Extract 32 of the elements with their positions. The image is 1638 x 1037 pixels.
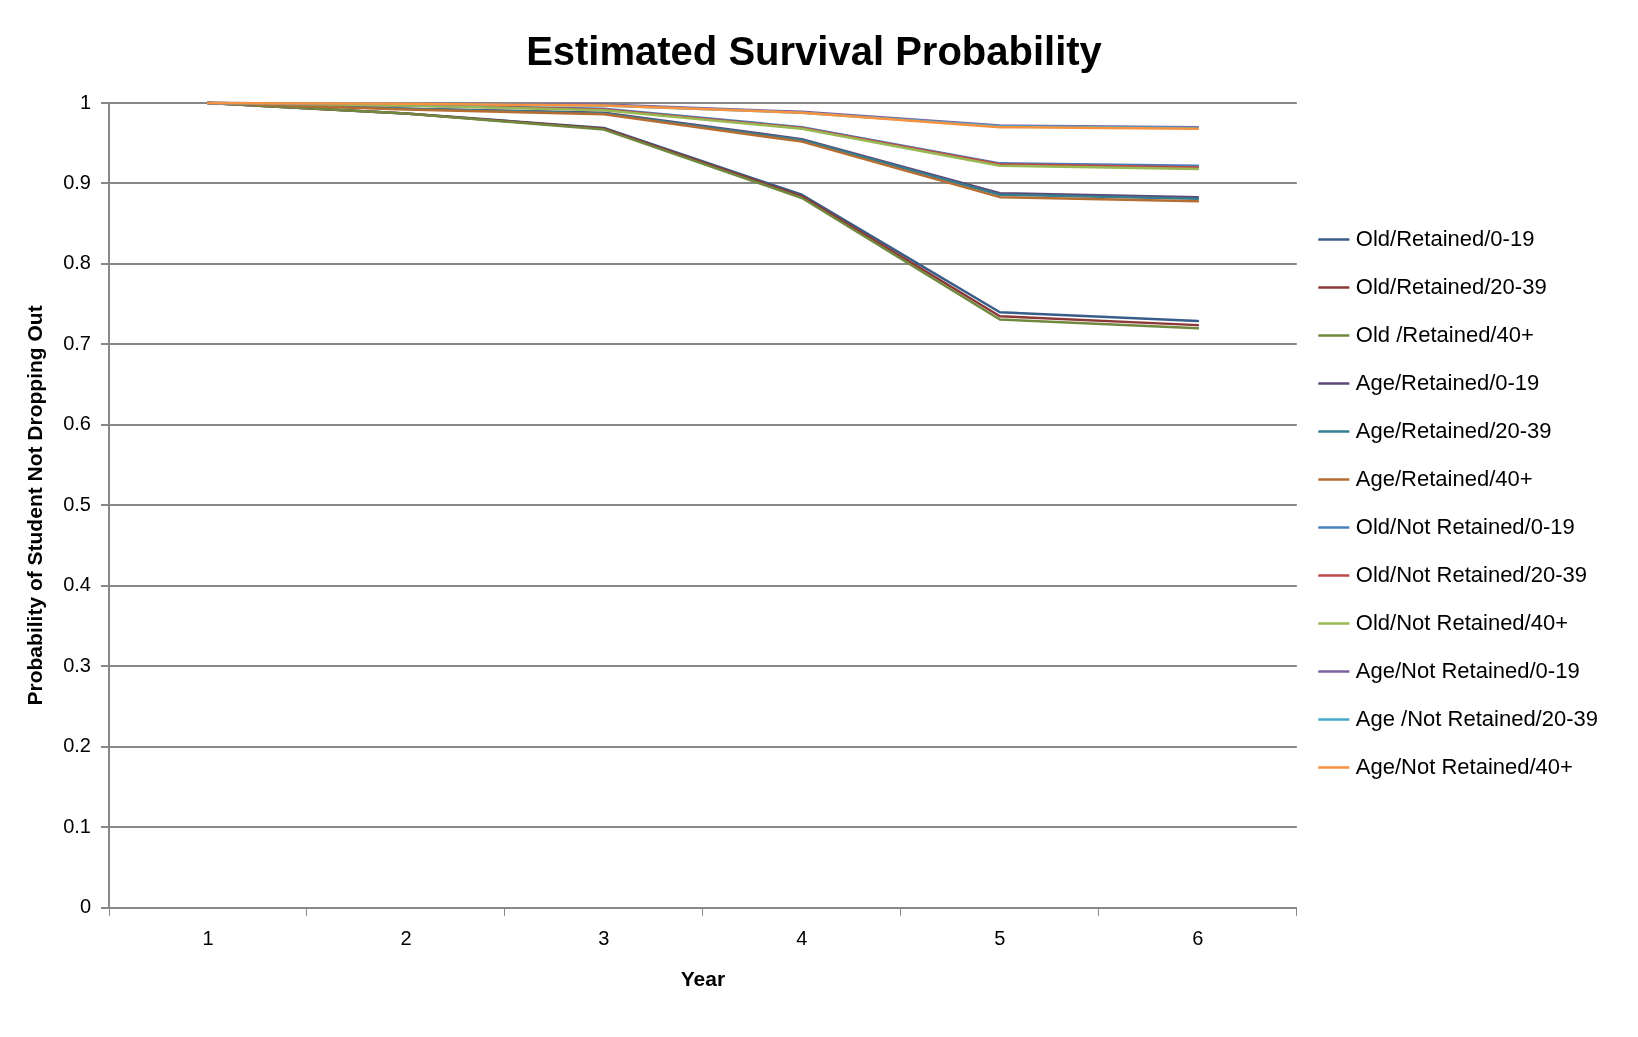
x-tick-label: 3 [598, 927, 610, 950]
legend-label: Old/Not Retained/0-19 [1355, 513, 1575, 539]
y-axis-title: Probability of Student Not Dropping Out [23, 305, 47, 706]
x-tick-label: 4 [796, 927, 808, 950]
legend-label: Age /Not Retained/20-39 [1355, 705, 1599, 731]
y-tick-label: 0.8 [63, 251, 91, 274]
legend-label: Old/Not Retained/20-39 [1355, 561, 1587, 587]
y-tick-label: 0.1 [63, 814, 91, 837]
legend-label: Age/Retained/20-39 [1355, 417, 1552, 443]
legend-label: Old/Retained/20-39 [1355, 273, 1547, 299]
x-tick-label: 2 [400, 927, 412, 950]
legend-label: Old /Retained/40+ [1355, 321, 1534, 347]
legend-label: Age/Not Retained/40+ [1355, 753, 1573, 779]
legend-label: Old/Not Retained/40+ [1355, 609, 1569, 635]
y-tick-label: 0.2 [63, 734, 91, 757]
x-tick-label: 1 [202, 927, 214, 950]
y-tick-label: 1 [79, 90, 91, 113]
y-tick-label: 0 [79, 895, 91, 918]
y-tick-label: 0.3 [63, 653, 91, 676]
x-tick-label: 5 [994, 927, 1006, 950]
x-axis-title: Year [680, 967, 726, 991]
y-tick-label: 0.6 [63, 412, 91, 435]
y-tick-label: 0.4 [63, 573, 91, 596]
x-tick-label: 6 [1192, 927, 1204, 950]
legend-label: Age/Retained/40+ [1355, 465, 1533, 491]
chart-title: Estimated Survival Probability [526, 29, 1103, 74]
y-tick-label: 0.9 [63, 171, 91, 193]
y-tick-label: 0.5 [63, 492, 91, 515]
y-tick-label: 0.7 [63, 331, 91, 354]
legend-label: Age/Not Retained/0-19 [1355, 657, 1580, 683]
legend-label: Old/Retained/0-19 [1355, 225, 1535, 251]
legend-label: Age/Retained/0-19 [1355, 369, 1540, 395]
